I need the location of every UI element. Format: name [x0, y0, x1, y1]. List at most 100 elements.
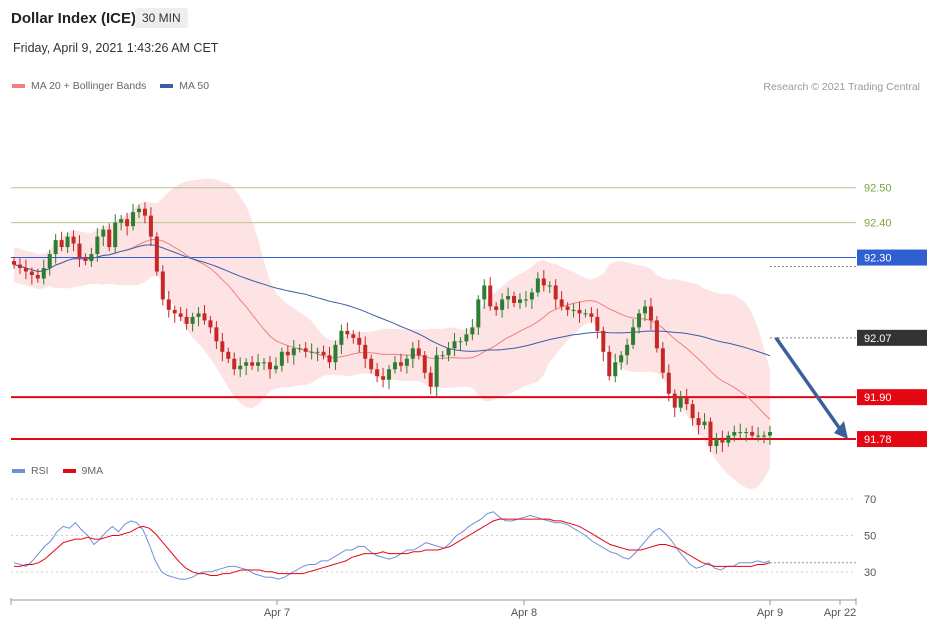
legend-label-ma20: MA 20 + Bollinger Bands [31, 80, 147, 92]
candle [65, 232, 70, 254]
candle-body [256, 362, 261, 366]
pivot-label-box [857, 249, 927, 266]
candle-body [732, 432, 737, 436]
candle-body [363, 344, 368, 359]
candle-body [470, 327, 475, 335]
candle-body [512, 295, 517, 303]
candle-body [89, 254, 94, 262]
candle-body [440, 355, 445, 357]
candle-body [756, 435, 761, 437]
x-tick-label: Apr 8 [511, 607, 537, 619]
bollinger-band [14, 178, 770, 490]
candle [404, 354, 409, 374]
x-axis: Apr 7 Apr 8 Apr 9 Apr 22 [10, 598, 857, 619]
candle [637, 309, 642, 334]
candle-body [273, 365, 278, 370]
research-credit: Research © 2021 Trading Central [763, 81, 920, 93]
candle-body [404, 358, 409, 366]
candle-body [637, 313, 642, 328]
candle [523, 291, 528, 308]
candle [83, 253, 88, 266]
candle-body [535, 278, 540, 293]
legend-item-ma50: MA 50 [160, 80, 209, 92]
rsi-line [13, 511, 771, 580]
candle [744, 427, 749, 442]
chart-header: Dollar Index (ICE) 30 MIN [0, 0, 929, 38]
candle-body [678, 397, 683, 408]
candle [208, 316, 213, 334]
candle-body [166, 299, 171, 310]
candle-body [482, 285, 487, 300]
candle [428, 366, 433, 395]
candle [256, 353, 261, 372]
candle-body [148, 215, 153, 237]
ma9-swatch-icon [62, 469, 76, 473]
candle-body [410, 348, 415, 359]
candle-body [77, 243, 82, 258]
candle-body [392, 362, 397, 370]
x-tick: Apr 7 [264, 600, 290, 619]
candle [547, 281, 552, 294]
ma20-line [13, 238, 771, 420]
price-legend: MA 20 + Bollinger Bands MA 50 [12, 80, 209, 92]
candle-body [35, 275, 40, 279]
candle [535, 272, 540, 297]
candle [315, 347, 320, 362]
candle [726, 431, 731, 447]
candle [422, 351, 427, 379]
candle-body [714, 439, 719, 447]
rsi-9ma-line [14, 518, 771, 576]
candle [714, 432, 719, 454]
candle [166, 291, 171, 318]
rsi-swatch-icon [12, 469, 25, 473]
x-tick-label: Apr 7 [264, 607, 290, 619]
candle [131, 203, 136, 231]
candle [458, 337, 463, 351]
candle-body [333, 344, 338, 363]
candle-body [53, 240, 58, 255]
candle-body [262, 362, 267, 364]
candle [357, 331, 362, 353]
candle-body [625, 344, 630, 356]
candle [363, 336, 368, 369]
candle-body [631, 327, 636, 345]
candle [613, 353, 618, 383]
price-level-91-90: 91.90 [11, 389, 927, 406]
candle-body [577, 309, 582, 314]
candle [750, 425, 755, 440]
candle [434, 346, 439, 397]
candle [250, 355, 255, 370]
candle-body [309, 351, 314, 353]
candle [309, 343, 314, 360]
rsi-tick-label: 50 [864, 530, 876, 542]
candle [541, 270, 546, 292]
candle-body [184, 316, 189, 324]
candle-body [559, 299, 564, 307]
candle [660, 342, 665, 379]
candle-body [107, 229, 112, 248]
candle [154, 232, 159, 276]
candle-body [160, 271, 165, 300]
candle-body [654, 320, 659, 349]
candle [476, 295, 481, 336]
candle [297, 344, 302, 353]
candle [333, 340, 338, 370]
candle [553, 279, 558, 309]
timeframe-badge[interactable]: 30 MIN [135, 8, 188, 28]
candle-body [315, 351, 320, 353]
candle [464, 328, 469, 346]
candle-body [125, 219, 130, 227]
candle [446, 342, 451, 362]
candle [142, 202, 147, 224]
candle [654, 316, 659, 353]
candle-body [476, 299, 481, 328]
candle [601, 326, 606, 362]
chart-datetime: Friday, April 9, 2021 1:43:26 AM CET [13, 41, 219, 55]
candle-body [154, 236, 159, 272]
resistance-label: 92.40 [864, 218, 892, 230]
candle [71, 230, 76, 252]
candle-body [303, 348, 308, 352]
candle [416, 339, 421, 360]
candle-body [178, 313, 183, 317]
